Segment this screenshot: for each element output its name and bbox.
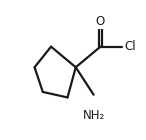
Text: Cl: Cl bbox=[124, 40, 136, 53]
Text: NH₂: NH₂ bbox=[82, 109, 105, 122]
Text: O: O bbox=[96, 16, 105, 28]
